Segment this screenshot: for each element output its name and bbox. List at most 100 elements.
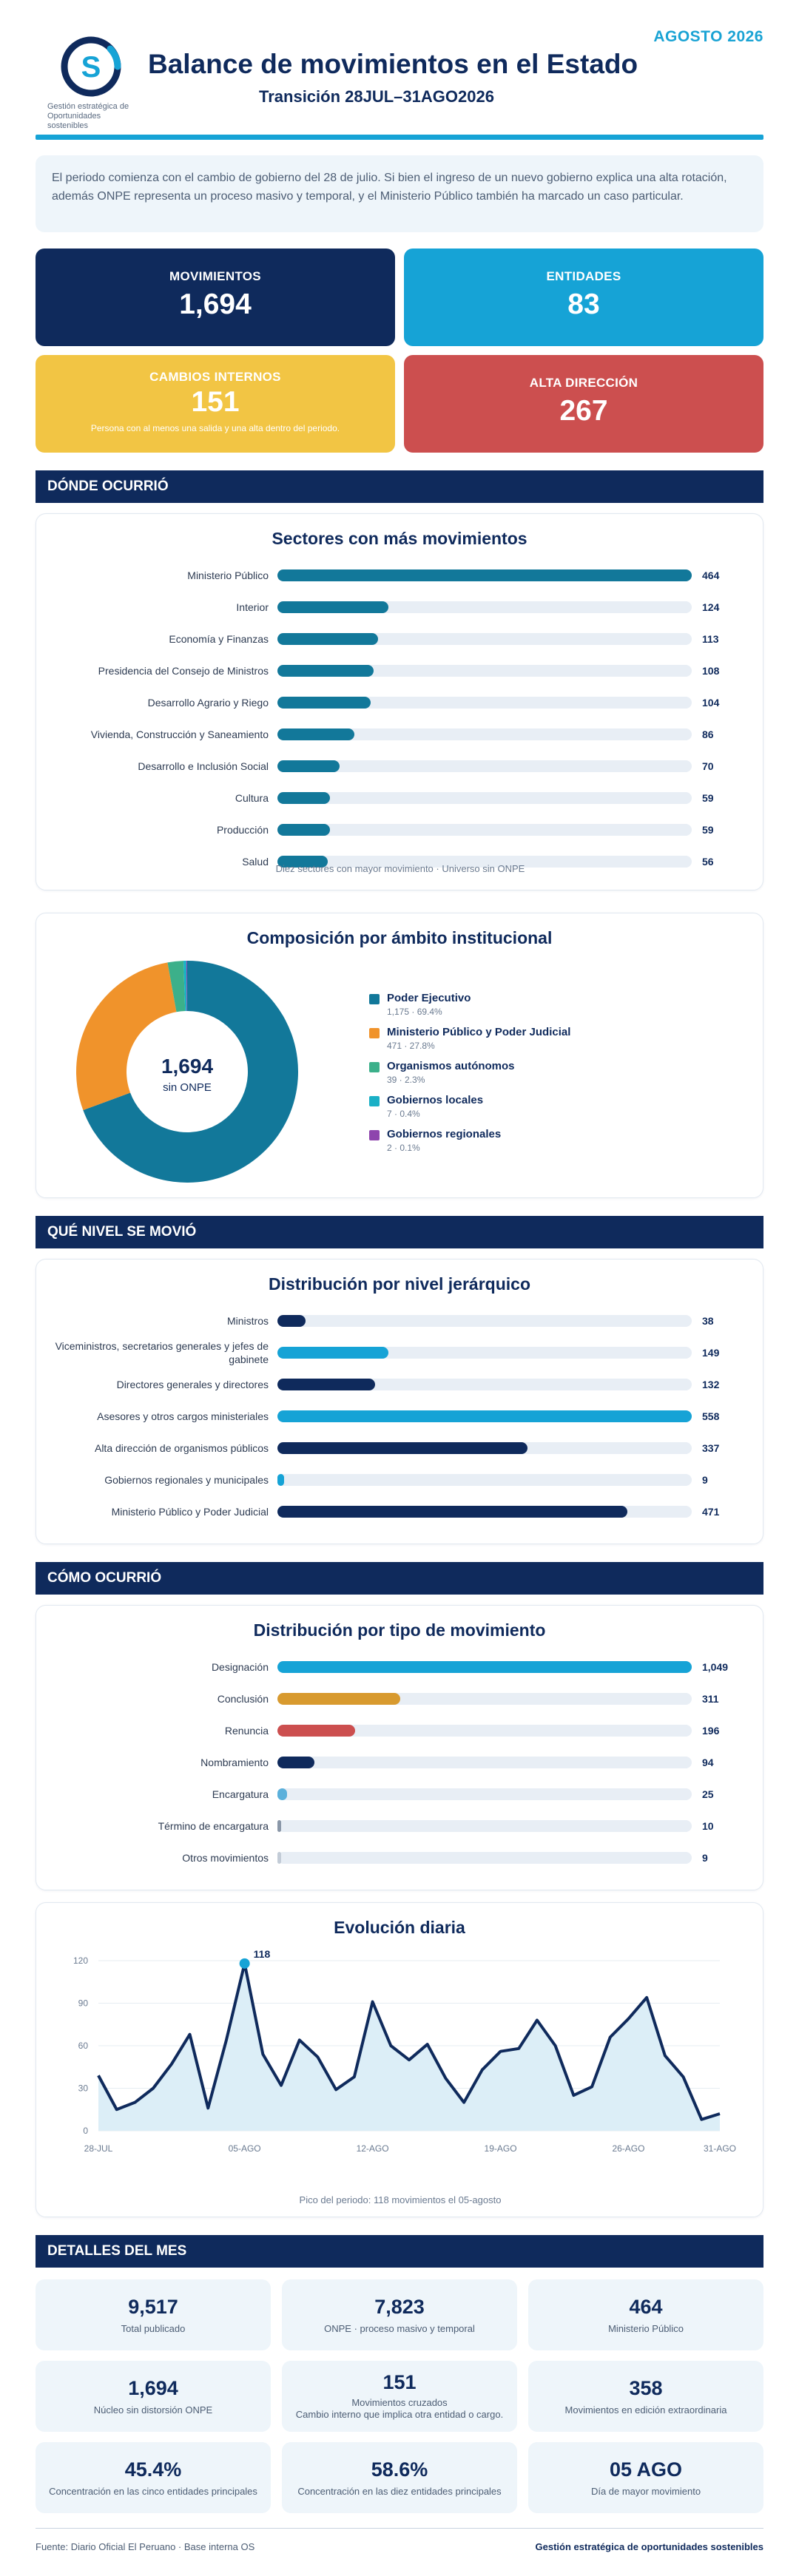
chart-title: Distribución por nivel jerárquico [268,1274,530,1294]
bar-row: Nombramiento 94 [36,1756,764,1788]
detail-value: 45.4% [124,2458,182,2481]
peak-marker [239,1958,250,1969]
detail-card: 1,694 Núcleo sin distorsión ONPE [36,2361,271,2432]
bar-label: Encargatura [212,1788,269,1800]
legend-label: Organismos autónomos [387,1060,515,1072]
bar-value-label: 1,049 [702,1661,729,1673]
ambito-donut-chart: 1,694 sin ONPE [76,961,299,1183]
bar [277,824,331,836]
bar [277,728,354,740]
bar-value-label: 113 [702,633,719,645]
kpi-entidades: ENTIDADES 83 [404,249,763,346]
bar-track [277,824,692,836]
bar-label: Presidencia del Consejo de Ministros [98,665,269,677]
detail-sublabel: Cambio interno que implica otra entidad … [295,2409,504,2420]
header: S Gestión estratégica de Oportunidades s… [0,0,799,141]
detail-value: 151 [382,2371,417,2393]
bar-value-label: 108 [702,665,720,677]
kpi-note: Persona con al menos una salida y una al… [90,423,340,433]
bar-track [277,1315,692,1327]
bar-label: Interior [236,601,269,613]
bar-track [277,1661,692,1673]
detail-card: 7,823 ONPE · proceso masivo y temporal [282,2279,517,2350]
bar-label: Otros movimientos [182,1852,269,1864]
bar [277,760,340,772]
bar-row: Directores generales y directores 132 [36,1378,764,1410]
bar-label: Nombramiento [200,1757,269,1768]
detail-label: Día de mayor movimiento [590,2486,701,2497]
bar-track [277,633,692,645]
bar [277,856,328,868]
page-subtitle: Transición 28JUL–31AGO2026 [259,87,494,106]
bar-track [277,1410,692,1422]
legend-detail: 39 · 2.3% [387,1075,425,1085]
bar [277,601,388,613]
bar [277,665,374,677]
section-donde: DÓNDE OCURRIÓ [36,470,763,503]
detail-card: 358 Movimientos en edición extraordinaria [528,2361,763,2432]
kpi-value: 151 [191,386,240,418]
detail-value: 05 AGO [609,2458,683,2481]
bar-track [277,1506,692,1518]
detail-label: ONPE · proceso masivo y temporal [324,2323,475,2334]
y-tick-label: 30 [78,2083,89,2094]
evolucion-card: Evolución diaria 0 30 60 90 120 28-JUL 05-AGO 1… [36,1902,763,2217]
bar-label: Conclusión [217,1693,269,1705]
bar-row: Alta dirección de organismos públicos 337 [36,1441,764,1473]
kpi-label: ALTA DIRECCIÓN [529,376,638,390]
bar-value-label: 59 [702,824,714,836]
bar-label: Viceministros, secretarios generales y j… [55,1340,269,1365]
x-tick-label: 12-AGO [357,2143,389,2154]
bar [277,633,379,645]
logo-icon: S [61,36,121,97]
chart-title: Composición por ámbito institucional [246,928,553,947]
legend-swatch [369,1028,380,1038]
detail-label: Concentración en las cinco entidades pri… [49,2486,257,2497]
bar [277,1661,692,1673]
bar-track [277,1820,692,1832]
detail-value: 358 [629,2377,663,2399]
bar-track [277,1693,692,1705]
bar-value-label: 38 [702,1315,714,1327]
bar-value-label: 56 [702,856,714,868]
bar-label: Ministros [226,1315,269,1327]
footer-source: Fuente: Diario Oficial El Peruano · Base… [36,2541,255,2552]
bar-row: Término de encargatura 10 [36,1819,764,1851]
detail-card: 464 Ministerio Público [528,2279,763,2350]
bar-label: Alta dirección de organismos públicos [94,1442,269,1454]
sectors-bar-chart: Ministerio Público 464 Interior 124 Economía… [36,569,764,887]
bar-value-label: 132 [702,1379,720,1390]
bar-track [277,665,692,677]
tipo-bar-chart: Designación 1,049 Conclusión 311 Renuncia 196… [36,1660,764,1883]
detail-value: 464 [629,2296,663,2318]
bar [277,1788,288,1800]
kpi-value: 1,694 [179,288,252,320]
tipo-card: Distribución por tipo de movimiento Desi… [36,1605,763,1890]
chart-caption: Diez sectores con mayor movimiento · Uni… [275,863,525,874]
kpi-label: CAMBIOS INTERNOS [149,370,281,384]
bar-label: Ministerio Público [187,569,269,581]
legend-swatch [369,994,380,1004]
bar-value-label: 10 [702,1820,714,1832]
bar-track [277,1788,692,1800]
y-tick-label: 0 [83,2126,88,2136]
bar-track [277,601,692,613]
bar-label: Término de encargatura [158,1820,269,1832]
bar [277,1347,388,1359]
logo: S Gestión estratégica de Oportunidades s… [44,36,141,131]
detail-card: 58.6% Concentración en las diez entidades… [282,2442,517,2513]
intro-text: El periodo comienza con el cambio de gob… [36,155,763,232]
legend-item: Poder Ejecutivo 1,175 · 69.4% [369,992,570,1026]
bar [277,569,692,581]
legend-label: Gobiernos regionales [387,1128,502,1140]
series-line [97,1961,721,2121]
bar-value-label: 9 [702,1474,708,1486]
x-tick-label: 28-JUL [84,2143,113,2154]
detail-label: Movimientos cruzados [351,2397,448,2408]
bar-row: Ministerio Público y Poder Judicial 471 [36,1505,764,1537]
bar-row: Asesores y otros cargos ministeriales 558 [36,1410,764,1441]
bar-label: Economía y Finanzas [169,633,269,645]
detail-card: 05 AGO Día de mayor movimiento [528,2442,763,2513]
y-tick-label: 120 [73,1955,88,1966]
x-tick-label: 05-AGO [229,2143,261,2154]
